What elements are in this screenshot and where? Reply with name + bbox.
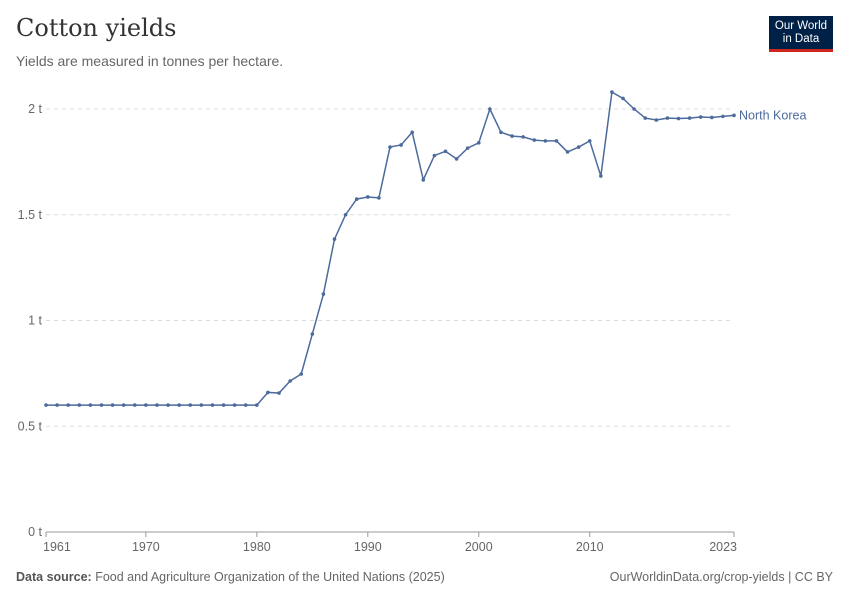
data-point [621, 96, 625, 101]
y-tick-label: 0 t [28, 525, 42, 539]
data-point [676, 116, 681, 121]
data-source: Data source: Food and Agriculture Organi… [16, 570, 445, 584]
data-point [277, 391, 281, 395]
data-point [643, 116, 648, 120]
data-point [710, 115, 714, 120]
data-point [665, 116, 670, 120]
data-point [288, 379, 292, 383]
logo-line1: Our World [774, 20, 828, 32]
data-point [732, 113, 736, 118]
data-point [698, 115, 703, 119]
data-point [388, 145, 392, 149]
data-point [332, 237, 337, 241]
data-point [443, 149, 448, 154]
data-point [510, 134, 514, 138]
data-point [166, 403, 170, 407]
data-point [299, 372, 304, 376]
data-point [587, 139, 592, 143]
source-label: Data source: [16, 570, 92, 584]
data-point [432, 153, 437, 158]
data-point [565, 150, 570, 154]
data-point [44, 403, 48, 407]
data-point [343, 212, 348, 217]
data-point [243, 403, 248, 407]
data-point [255, 403, 259, 407]
x-tick-label: 1970 [132, 540, 160, 554]
data-point [210, 403, 215, 407]
data-point [110, 403, 115, 407]
x-tick-label: 1990 [354, 540, 382, 554]
data-point [554, 139, 559, 143]
data-point [199, 403, 204, 407]
data-point [232, 403, 237, 407]
data-point [610, 90, 614, 94]
data-point [366, 195, 370, 199]
data-point [488, 107, 492, 111]
data-point [132, 403, 137, 407]
data-point [576, 145, 581, 149]
data-point [521, 135, 525, 139]
data-point [476, 141, 481, 145]
data-point [266, 390, 270, 395]
logo-line2: in Data [782, 33, 820, 45]
footer-url[interactable]: OurWorldinData.org/crop-yields | CC BY [609, 570, 833, 584]
data-point [399, 143, 403, 147]
data-point [632, 107, 636, 111]
data-point [543, 139, 548, 143]
data-point [410, 130, 414, 135]
y-tick-label: 1.5 t [18, 208, 43, 222]
data-point [99, 403, 104, 407]
data-point [465, 146, 470, 150]
data-point [454, 157, 459, 161]
y-tick-label: 0.5 t [18, 419, 43, 433]
data-point [599, 174, 603, 178]
data-point [310, 332, 315, 336]
data-point [421, 178, 426, 182]
data-point [687, 116, 692, 120]
data-point [66, 403, 70, 407]
data-point [177, 403, 181, 407]
data-point [499, 130, 503, 135]
x-tick-label: 1961 [43, 540, 71, 554]
data-point [654, 118, 659, 122]
data-point [221, 403, 226, 407]
owid-logo[interactable]: Our World in Data [769, 16, 833, 52]
data-point [188, 403, 193, 407]
chart-subtitle: Yields are measured in tonnes per hectar… [16, 53, 284, 69]
data-point [354, 197, 359, 201]
data-point [121, 403, 126, 407]
data-point [721, 114, 725, 119]
x-tick-label: 1980 [243, 540, 271, 554]
x-tick-label: 2023 [709, 540, 737, 554]
chart-title: Cotton yields [16, 14, 177, 42]
data-point [377, 196, 381, 200]
x-tick-label: 2000 [465, 540, 493, 554]
y-tick-label: 2 t [28, 102, 42, 116]
series-label: North Korea [739, 108, 806, 122]
data-point [144, 403, 148, 407]
x-tick-label: 2010 [576, 540, 604, 554]
y-tick-label: 1 t [28, 314, 42, 328]
data-point [321, 292, 326, 296]
data-point [77, 403, 82, 407]
data-point [55, 403, 59, 407]
series-line [46, 90, 735, 406]
data-point [88, 403, 93, 407]
source-text[interactable]: Food and Agriculture Organization of the… [95, 570, 445, 584]
data-point [155, 403, 159, 407]
data-point [532, 138, 537, 142]
